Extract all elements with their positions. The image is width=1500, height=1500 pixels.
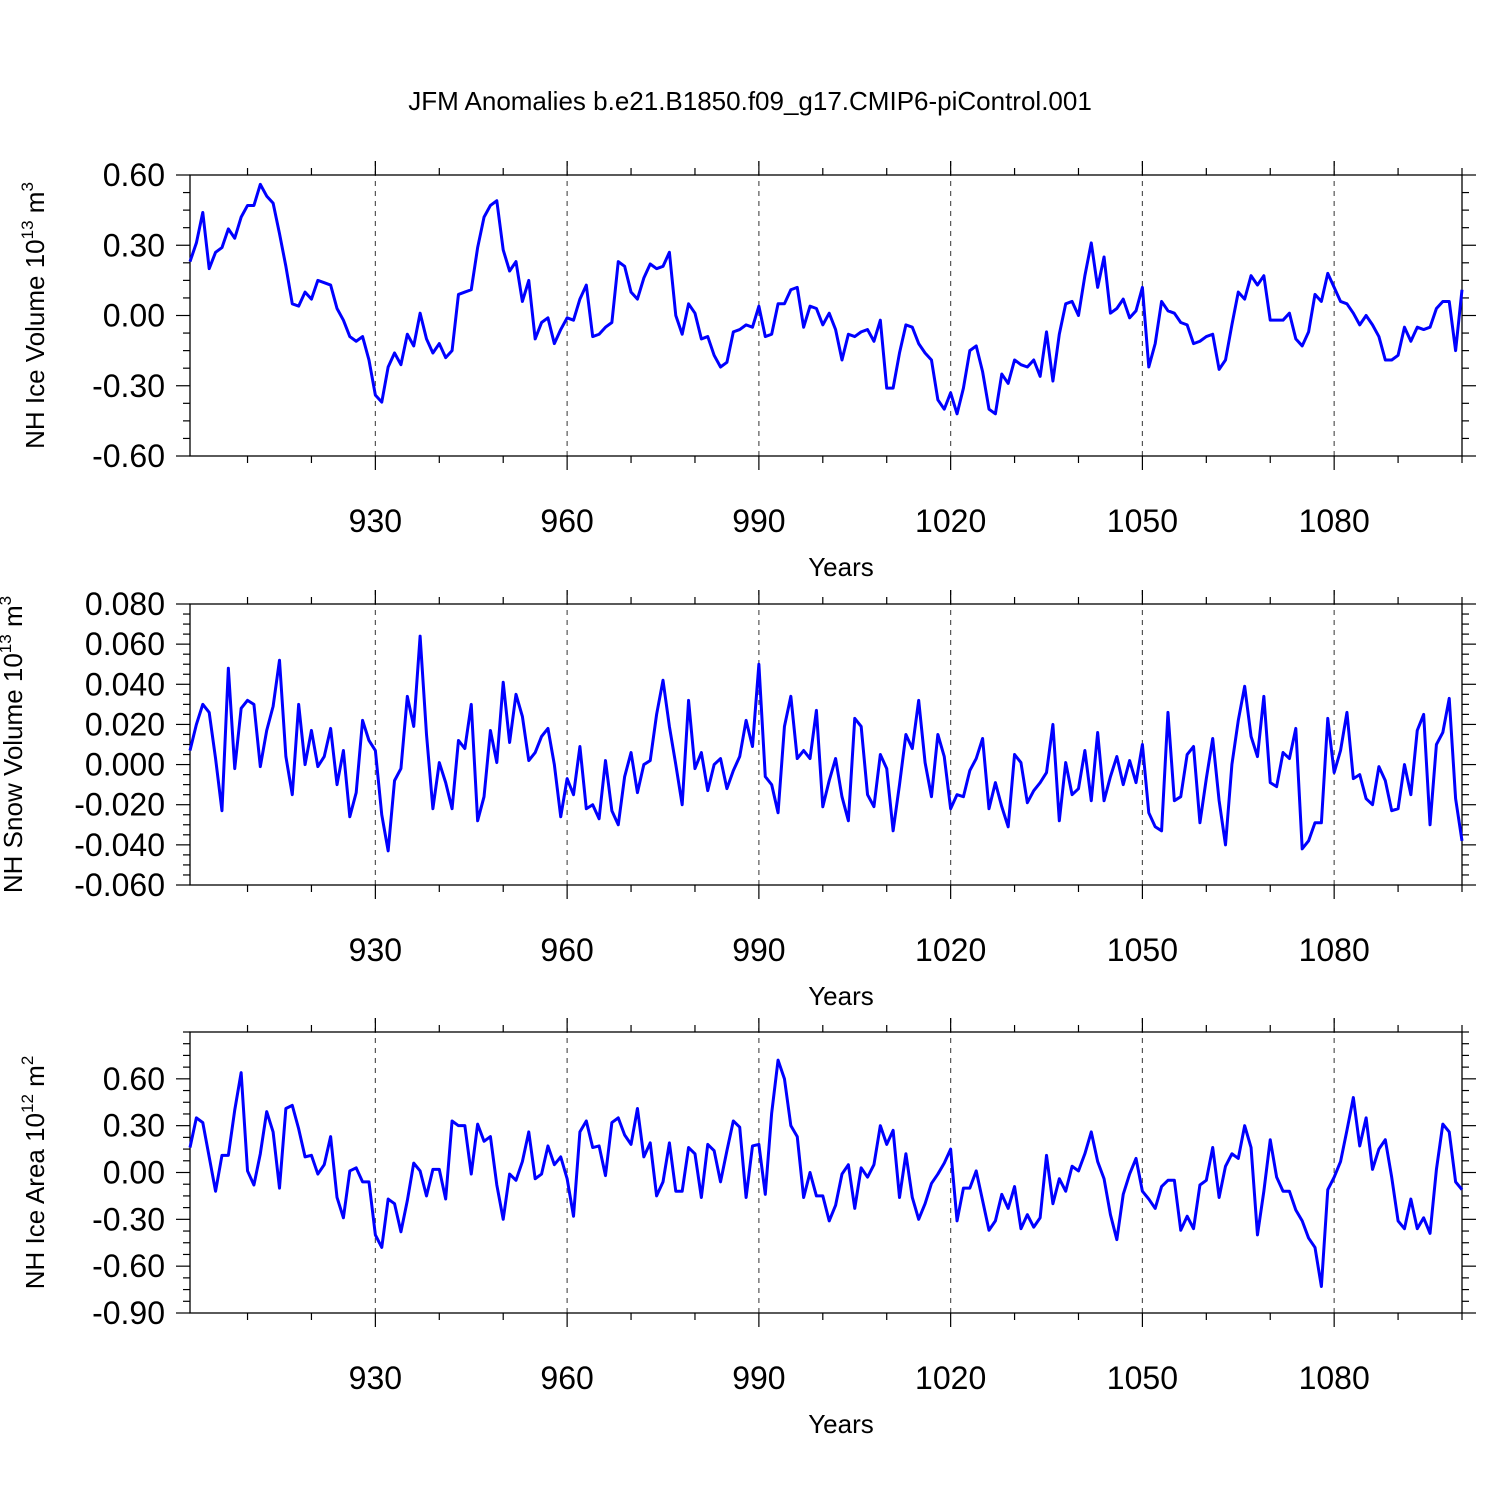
y-tick-label: 0.000: [85, 747, 165, 783]
chart-title: JFM Anomalies b.e21.B1850.f09_g17.CMIP6-…: [408, 86, 1092, 116]
y-tick-label: -0.60: [92, 1248, 165, 1284]
y-tick-label: -0.60: [92, 438, 165, 474]
x-axis-label: Years: [808, 552, 874, 582]
panel-2: 930 960 990 1020 1050 1080 -0.060 -0.040 -0.020 0…: [0, 586, 1476, 1011]
x-tick-label: 1020: [915, 1360, 986, 1396]
x-tick-label: 1050: [1107, 932, 1178, 968]
x-tick-label: 1050: [1107, 1360, 1178, 1396]
series-line: [188, 1058, 1464, 1288]
y-tick-label: -0.060: [74, 867, 165, 903]
y-axis-label: NH Ice Volume 1013 m3: [18, 182, 50, 449]
y-tick-label: 0.00: [103, 298, 165, 334]
x-tick-label: 1080: [1299, 503, 1370, 539]
y-tick-label: -0.040: [74, 827, 165, 863]
series-line: [188, 182, 1464, 416]
series-line: [188, 634, 1464, 853]
plot-frame: [189, 603, 1463, 886]
y-tick-label: 0.060: [85, 626, 165, 662]
y-tick-label: -0.30: [92, 368, 165, 404]
x-tick-label: 990: [732, 932, 785, 968]
y-tick-label: 0.30: [103, 227, 165, 263]
y-axis-label: NH Snow Volume 1013 m3: [0, 596, 28, 893]
x-axis-label: Years: [808, 1409, 874, 1439]
x-tick-label: 930: [349, 1360, 402, 1396]
y-tick-label: 0.080: [85, 586, 165, 622]
x-tick-label: 1080: [1299, 1360, 1370, 1396]
x-tick-label: 990: [732, 1360, 785, 1396]
y-tick-label: 0.00: [103, 1155, 165, 1191]
x-tick-label: 960: [540, 932, 593, 968]
x-tick-label: 1080: [1299, 932, 1370, 968]
y-tick-label: -0.020: [74, 787, 165, 823]
x-tick-label: 1020: [915, 503, 986, 539]
panel-3: 930 960 990 1020 1050 1080 -0.90 -0.60 -0.30 0.00…: [18, 1018, 1476, 1439]
y-tick-label: 0.040: [85, 666, 165, 702]
x-tick-label: 930: [349, 932, 402, 968]
y-tick-label: -0.30: [92, 1201, 165, 1237]
y-tick-label: 0.60: [103, 157, 165, 193]
plot-frame: [189, 174, 1463, 457]
panel-1: 930 960 990 1020 1050 1080 -0.60 -0.30 0.00 0.30 0…: [18, 157, 1476, 582]
y-tick-label: -0.90: [92, 1295, 165, 1331]
y-tick-label: 0.60: [103, 1061, 165, 1097]
x-tick-label: 1020: [915, 932, 986, 968]
y-tick-label: 0.30: [103, 1108, 165, 1144]
x-tick-label: 960: [540, 503, 593, 539]
x-tick-label: 990: [732, 503, 785, 539]
x-tick-label: 1050: [1107, 503, 1178, 539]
x-axis-label: Years: [808, 981, 874, 1011]
y-axis-label: NH Ice Area 1012 m2: [18, 1056, 50, 1290]
x-tick-label: 930: [349, 503, 402, 539]
x-tick-label: 960: [540, 1360, 593, 1396]
plot-frame: [189, 1031, 1463, 1314]
y-tick-label: 0.020: [85, 706, 165, 742]
